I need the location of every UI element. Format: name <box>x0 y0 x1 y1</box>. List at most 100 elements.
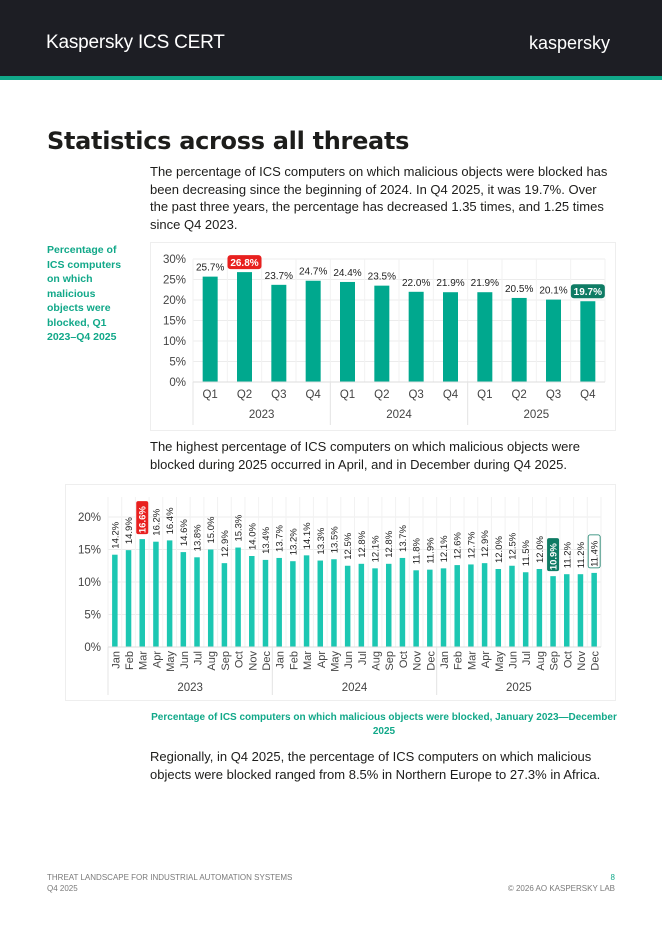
x-tick-label: Nov <box>412 651 424 671</box>
y-tick-label: 5% <box>84 610 101 622</box>
x-tick-label: Nov <box>576 651 588 671</box>
data-label: 14.6% <box>179 519 190 546</box>
data-label: 22.0% <box>402 278 430 289</box>
year-label: 2024 <box>342 682 368 694</box>
data-label-highlight <box>547 538 560 572</box>
data-label: 14.1% <box>302 522 313 549</box>
copyright: © 2026 AO KASPERSKY LAB <box>507 884 615 893</box>
bar <box>546 299 561 382</box>
page-header: Kaspersky ICS CERT kaspersky <box>0 0 662 76</box>
monthly-chart: 0% 5% 10% 15% 20% 14.2% Jan 14.9% Feb 16.6% Mar 16.… <box>65 484 616 701</box>
x-tick-label: Jan <box>439 651 451 669</box>
bar <box>443 292 458 382</box>
bar <box>591 572 597 647</box>
bar <box>374 285 390 382</box>
data-label: 15.3% <box>234 514 245 541</box>
x-tick-label: Feb <box>288 651 300 670</box>
data-label: 12.1% <box>371 535 382 562</box>
x-tick-label: Jul <box>193 651 205 665</box>
x-tick-label: Q1 <box>202 389 217 401</box>
bar <box>511 297 527 382</box>
bar <box>207 549 214 647</box>
bar <box>340 281 355 382</box>
bar <box>536 569 543 647</box>
x-tick-label: Oct <box>562 651 574 668</box>
data-label: 11.8% <box>412 538 423 565</box>
data-label: 13.8% <box>193 524 204 551</box>
data-label: 19.7% <box>574 287 602 298</box>
data-label-highlight <box>136 501 149 535</box>
x-tick-label: Apr <box>480 651 492 668</box>
bar <box>221 563 228 647</box>
bar <box>237 272 252 382</box>
data-label: 14.2% <box>110 521 121 548</box>
data-label: 11.2% <box>576 541 587 568</box>
x-tick-label: Q1 <box>477 389 492 401</box>
bar <box>372 568 378 647</box>
data-label: 21.9% <box>436 278 464 289</box>
x-tick-label: Apr <box>316 651 328 668</box>
x-tick-label: Aug <box>206 651 218 671</box>
data-label: 21.9% <box>471 278 499 289</box>
data-label: 12.9% <box>220 530 231 557</box>
data-label-highlight <box>570 284 605 299</box>
footer-period: Q4 2025 <box>47 884 78 893</box>
regional-paragraph: Regionally, in Q4 2025, the percentage o… <box>150 749 601 782</box>
x-tick-label: May <box>329 651 341 672</box>
bar <box>262 559 269 647</box>
year-label: 2025 <box>506 682 532 694</box>
x-tick-label: Aug <box>535 651 547 671</box>
y-tick-label: 30% <box>163 254 186 266</box>
data-label: 23.5% <box>368 272 396 283</box>
bar <box>580 301 596 382</box>
data-label: 13.3% <box>316 527 327 554</box>
bar <box>271 284 287 382</box>
data-label: 12.6% <box>453 532 464 559</box>
data-label: 12.5% <box>343 532 354 559</box>
data-label: 20.5% <box>505 284 533 295</box>
year-label: 2023 <box>249 409 275 421</box>
data-label: 12.8% <box>357 530 368 557</box>
x-tick-label: Q1 <box>340 389 355 401</box>
x-tick-label: Q4 <box>305 389 321 401</box>
bar <box>249 556 255 647</box>
quarterly-chart: 0% 5% 10% 15% 20% 25% 30% 25.7% Q1 26.8% Q2 23.7% Q3… <box>150 242 616 431</box>
y-tick-label: 15% <box>163 316 186 328</box>
bar <box>331 559 337 647</box>
header-accent-stripe <box>0 76 662 80</box>
data-label: 12.5% <box>507 532 518 559</box>
bar <box>139 539 145 647</box>
bar <box>180 552 187 647</box>
x-tick-label: Feb <box>453 651 465 670</box>
x-tick-label: Jun <box>343 651 355 669</box>
x-tick-label: Sep <box>384 651 396 671</box>
footer-report-title: THREAT LANDSCAPE FOR INDUSTRIAL AUTOMATI… <box>47 873 293 882</box>
x-tick-label: Q3 <box>271 389 286 401</box>
data-label: 16.6% <box>138 506 149 533</box>
chart-side-caption: Percentage of ICS computers on which mal… <box>47 244 122 343</box>
year-label: 2024 <box>386 409 412 421</box>
bar <box>454 565 460 647</box>
data-label: 10.9% <box>549 543 560 570</box>
data-label: 24.7% <box>299 267 327 278</box>
data-label: 16.2% <box>151 508 162 535</box>
y-tick-label: 10% <box>78 577 101 589</box>
data-label: 16.4% <box>165 507 176 534</box>
data-label: 13.2% <box>288 528 299 555</box>
monthly-chart-svg: 0% 5% 10% 15% 20% 14.2% Jan 14.9% Feb 16.6% Mar 16.… <box>78 497 602 695</box>
x-tick-label: Jul <box>521 651 533 665</box>
x-tick-label: Q3 <box>408 389 423 401</box>
data-label: 12.1% <box>439 535 450 562</box>
y-tick-label: 25% <box>163 275 186 287</box>
bar <box>344 565 351 647</box>
y-tick-label: 20% <box>163 295 186 307</box>
data-label: 23.7% <box>265 271 293 282</box>
data-label: 26.8% <box>230 258 258 269</box>
quarterly-chart-svg: 0% 5% 10% 15% 20% 25% 30% 25.7% Q1 26.8% Q2 23.7% Q3… <box>163 254 606 425</box>
monthly-chart-caption: Percentage of ICS computers on which mal… <box>151 712 617 737</box>
x-tick-label: Q2 <box>511 389 526 401</box>
y-tick-label: 15% <box>78 545 101 557</box>
data-label: 24.4% <box>333 268 361 279</box>
x-tick-label: Dec <box>425 651 437 671</box>
bar <box>509 565 515 647</box>
